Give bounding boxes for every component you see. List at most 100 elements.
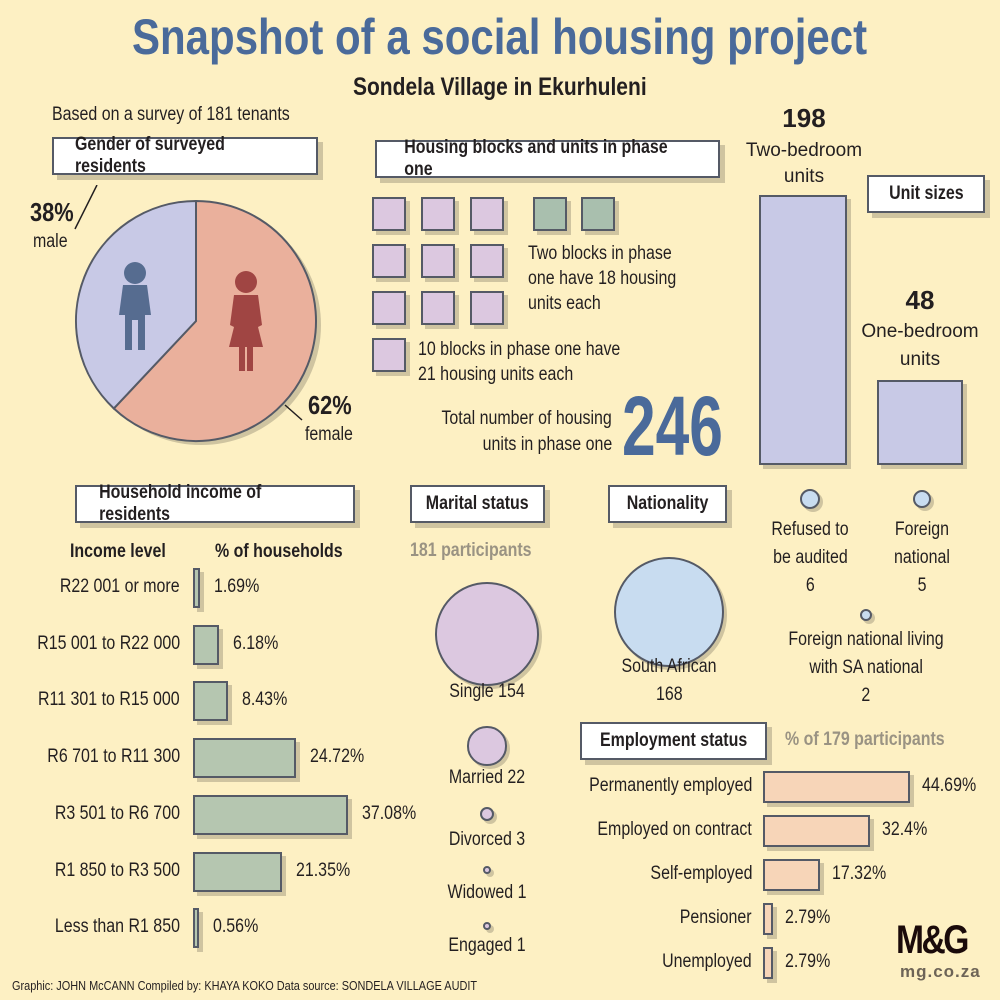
- title-text: Snapshot of a social housing project: [132, 9, 868, 65]
- housing-block-21-units: [372, 197, 406, 231]
- label-line: 6: [805, 575, 815, 596]
- label-text: Widowed 1: [447, 882, 527, 903]
- female-percent-text: 62%: [308, 390, 352, 420]
- housing-block-21-units: [470, 244, 504, 278]
- value-text: 8.43%: [242, 689, 288, 711]
- nationality-label: Foreign national 5: [889, 516, 956, 600]
- income-title-text: Household income of residents: [99, 482, 262, 525]
- label-line: Two-bedroom: [745, 140, 863, 161]
- credits-text: Graphic: JOHN McCANN Compiled by: KHAYA …: [12, 978, 478, 993]
- marital-bubble: [482, 865, 492, 875]
- pie-slice-female: [112, 199, 317, 442]
- value-text: 0.56%: [213, 916, 259, 938]
- female-label-text: female: [305, 424, 353, 445]
- ten-blocks-note: 10 blocks in phase one have 21 housing un…: [418, 337, 659, 387]
- housing-section-title: Housing blocks and units in phase one: [375, 137, 720, 180]
- category-text: R6 701 to R11 300: [47, 746, 180, 768]
- employment-bar: [763, 771, 911, 803]
- female-leader-line: [284, 404, 303, 421]
- employment-title-text: Employment status: [599, 730, 748, 751]
- income-bar: [193, 851, 283, 892]
- marital-bubble: [479, 806, 495, 822]
- nationality-label: South African 168: [612, 653, 725, 709]
- income-value-label: 0.56%: [213, 916, 267, 938]
- income-category-label: R3 501 to R6 700: [31, 803, 180, 825]
- category-text: Employed on contract: [597, 819, 752, 840]
- income-category-label: R11 301 to R15 000: [11, 689, 180, 711]
- income-ylabel: % of households: [215, 541, 367, 563]
- income-category-label: R1 850 to R3 500: [31, 860, 180, 882]
- nationality-label: Foreign national living with SA national 2: [774, 626, 959, 710]
- label-line: 5: [917, 575, 927, 596]
- subtitle-text: Sondela Village in Ekurhuleni: [353, 73, 647, 101]
- one-bed-count: 48: [905, 285, 935, 315]
- employment-bar: [763, 859, 820, 891]
- marital-label: Engaged 1: [441, 935, 533, 957]
- female-icon: [229, 271, 263, 371]
- nationality-bubble: [614, 557, 724, 667]
- employment-value-label: 2.79%: [785, 907, 839, 929]
- income-value-label: 6.18%: [233, 633, 287, 655]
- two-bed-label: Two-bedroom units: [746, 138, 862, 190]
- marital-subtitle: 181 participants: [410, 540, 555, 562]
- male-leader-line: [74, 185, 98, 230]
- female-percent: 62%: [308, 390, 360, 421]
- total-units-text: 246: [622, 379, 723, 473]
- male-percent: 38%: [30, 197, 82, 228]
- housing-block-21-units: [470, 291, 504, 325]
- income-bar: [193, 738, 297, 779]
- employment-bar: [763, 903, 773, 935]
- income-category-label: R15 001 to R22 000: [10, 633, 180, 655]
- employment-value-label: 2.79%: [785, 951, 839, 973]
- income-ylabel-text: % of households: [215, 541, 343, 562]
- marital-title-text: Marital status: [426, 493, 529, 514]
- employment-category-label: Pensioner: [666, 907, 752, 929]
- one-bed-label: One-bedroom units: [861, 318, 978, 374]
- note-line: 10 blocks in phase one have: [418, 339, 621, 360]
- category-text: R22 001 or more: [60, 576, 180, 597]
- label-text: Engaged 1: [448, 935, 526, 956]
- value-text: 2.79%: [785, 907, 831, 928]
- income-value-label: 8.43%: [242, 689, 296, 711]
- note-line: one have 18 housing: [528, 268, 677, 289]
- one-bed-bar: [877, 380, 963, 465]
- income-xlabel-text: Income level: [70, 541, 166, 562]
- unit-sizes-section-title: Unit sizes: [867, 175, 985, 213]
- label-text: Married 22: [448, 767, 526, 788]
- label-line: Refused to: [771, 519, 849, 540]
- value-text: 24.72%: [310, 746, 365, 768]
- marital-label: Married 22: [442, 767, 533, 789]
- credits: Graphic: JOHN McCANN Compiled by: KHAYA …: [12, 978, 566, 993]
- two-blocks-note: Two blocks in phase one have 18 housing un…: [528, 241, 704, 316]
- employment-value-label: 17.32%: [832, 863, 896, 885]
- mg-logo: M&G: [896, 918, 980, 963]
- label-line: be audited: [772, 547, 848, 568]
- income-section-title: Household income of residents: [75, 482, 355, 525]
- note-line: units in phase one: [482, 434, 612, 455]
- employment-value-label: 44.69%: [922, 775, 986, 797]
- housing-title-text: Housing blocks and units in phase one: [404, 137, 668, 180]
- label-line: units: [783, 166, 825, 187]
- marital-subtitle-text: 181 participants: [410, 540, 532, 561]
- marital-bubble: [482, 921, 492, 931]
- subtitle: Sondela Village in Ekurhuleni: [0, 73, 1000, 102]
- marital-label: Widowed 1: [440, 882, 534, 904]
- nationality-title-text: Nationality: [626, 493, 709, 514]
- income-xlabel: Income level: [70, 541, 184, 563]
- marital-label: Divorced 3: [442, 829, 533, 851]
- income-value-label: 1.69%: [214, 576, 268, 598]
- gender-pie-chart: [74, 185, 321, 445]
- gender-title-text: Gender of surveyed residents: [74, 134, 225, 177]
- category-text: Self-employed: [649, 863, 752, 884]
- label-text: Single 154: [449, 681, 525, 702]
- label-line: Foreign national living: [788, 629, 944, 650]
- category-text: Permanently employed: [588, 775, 752, 796]
- value-text: 44.69%: [922, 775, 977, 796]
- total-units-value: 246: [622, 378, 762, 475]
- label-line: with SA national: [809, 657, 923, 678]
- label-line: One-bedroom: [861, 321, 979, 342]
- label-line: Foreign: [894, 519, 950, 540]
- note-line: units each: [528, 293, 601, 314]
- label-line: 168: [655, 684, 683, 705]
- employment-bar: [763, 815, 870, 847]
